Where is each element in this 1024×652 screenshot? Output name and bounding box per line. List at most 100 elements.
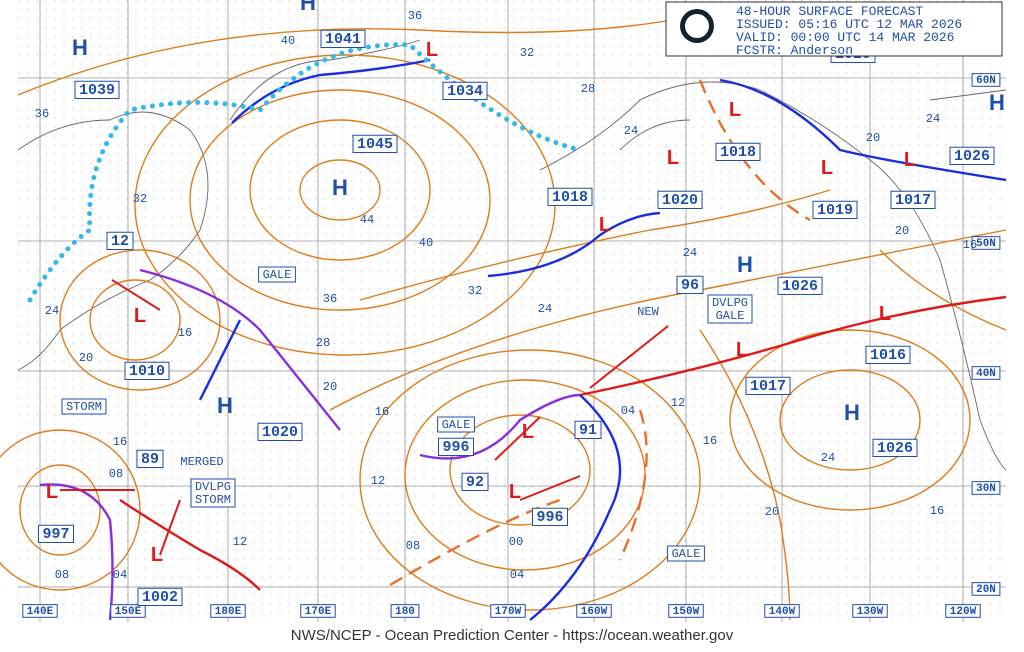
isobar-label: 20 [79, 351, 93, 365]
central-pressure: 1010 [129, 363, 165, 380]
high-symbol: H [844, 400, 860, 425]
isobar-label: 24 [926, 112, 940, 126]
central-pressure: 1019 [817, 202, 853, 219]
latitude-label-box [971, 582, 1001, 596]
central-pressure: 997 [42, 526, 69, 543]
central-pressure-box [657, 190, 703, 209]
low-symbol: L [134, 305, 146, 327]
low-symbol: L [46, 481, 58, 503]
header-frame [665, 1, 1003, 57]
header-box: 48-HOUR SURFACE FORECAST ISSUED: 05:16 U… [665, 1, 1003, 58]
central-pressure: 1026 [954, 148, 990, 165]
isobar-label: 12 [671, 396, 685, 410]
central-pressure-box [352, 134, 398, 153]
high-symbol: H [737, 252, 753, 277]
central-pressure-box [676, 275, 704, 294]
isobar-label: 04 [510, 568, 524, 582]
noaa-logo-inner [685, 14, 709, 38]
central-pressure: 996 [442, 439, 469, 456]
longitude-label: 170E [305, 606, 332, 618]
central-pressure: 1017 [895, 192, 931, 209]
tag-box [707, 294, 753, 324]
longitude-label-box [852, 604, 888, 618]
high-symbol: H [989, 90, 1005, 115]
isobar-label: 16 [178, 326, 192, 340]
isobar-label: 16 [703, 434, 717, 448]
isobar-label: 20 [765, 505, 779, 519]
central-pressure-box [257, 422, 303, 441]
central-pressure: 1041 [325, 31, 361, 48]
low-symbol: L [667, 147, 679, 169]
central-pressure-box [124, 361, 170, 380]
central-pressure-box [461, 472, 489, 491]
central-pressure-box [106, 231, 134, 250]
central-pressure-box [136, 449, 164, 468]
tag-label: STORM [195, 493, 231, 507]
isobar-label: 12 [233, 535, 247, 549]
isobar-label: 08 [55, 568, 69, 582]
central-pressure-box [38, 524, 74, 543]
high-symbol: H [332, 175, 348, 200]
isobar-label: 04 [621, 404, 635, 418]
header-line: VALID: 00:00 UTC 14 MAR 2026 [736, 30, 954, 45]
central-pressure: 1026 [782, 278, 818, 295]
isobar-label: 16 [113, 435, 127, 449]
central-pressure: 1018 [552, 189, 588, 206]
latitude-label-box [971, 366, 1001, 380]
central-pressure-box [438, 437, 474, 456]
longitude-label: 150E [115, 606, 142, 618]
central-pressure: 1045 [357, 136, 393, 153]
isobar-label: 24 [821, 451, 835, 465]
isobar-label: 36 [35, 107, 49, 121]
tag-label: NEW [637, 305, 659, 319]
central-pressure: 89 [141, 451, 159, 468]
longitude-label: 140W [769, 606, 796, 618]
central-pressure-box [74, 80, 120, 99]
central-pressure-box [532, 507, 568, 526]
isobar-label: 04 [113, 568, 127, 582]
longitude-label-box [110, 604, 146, 618]
tag-label: GALE [442, 418, 471, 432]
central-pressure: 1017 [750, 378, 786, 395]
central-pressure-box [949, 146, 995, 165]
central-pressure-box [745, 376, 791, 395]
central-pressure-box [547, 187, 593, 206]
isobar-label: 32 [468, 284, 482, 298]
isobar-label: 08 [109, 467, 123, 481]
central-pressure-box [137, 587, 183, 606]
isobar-label: 16 [930, 504, 944, 518]
central-pressure-box [890, 190, 936, 209]
central-pressure: 996 [536, 509, 563, 526]
tag-box [61, 398, 107, 415]
central-pressure-box [812, 200, 858, 219]
latitude-label: 50N [976, 238, 996, 250]
isobar-label: 16 [963, 238, 977, 252]
high-symbol: H [72, 35, 88, 60]
latitude-label: 30N [976, 483, 996, 495]
tag-label: MERGED [180, 455, 223, 469]
longitude-label-box [300, 604, 336, 618]
latitude-label-box [971, 481, 1001, 495]
latitude-label-box [971, 236, 1001, 250]
graticule [18, 0, 1006, 622]
central-pressure: 1034 [447, 83, 483, 100]
longitude-label: 170W [495, 606, 522, 618]
central-pressure: 92 [466, 474, 484, 491]
low-symbol: L [736, 339, 748, 361]
longitude-label: 120W [950, 606, 977, 618]
longitude-label: 140E [27, 606, 54, 618]
central-pressure: 1018 [720, 144, 756, 161]
isobar-label: 32 [133, 192, 147, 206]
isobar-label: 28 [316, 336, 330, 350]
longitude-label-box [945, 604, 981, 618]
central-pressure-box [442, 81, 488, 100]
low-symbol: L [151, 544, 163, 566]
isobar-label: 32 [520, 46, 534, 60]
tag-box [667, 545, 705, 562]
central-pressure: 91 [579, 422, 597, 439]
central-pressure: 1020 [662, 192, 698, 209]
central-pressure-box [574, 420, 602, 439]
longitude-label: 130W [857, 606, 884, 618]
longitude-label-box [210, 604, 246, 618]
